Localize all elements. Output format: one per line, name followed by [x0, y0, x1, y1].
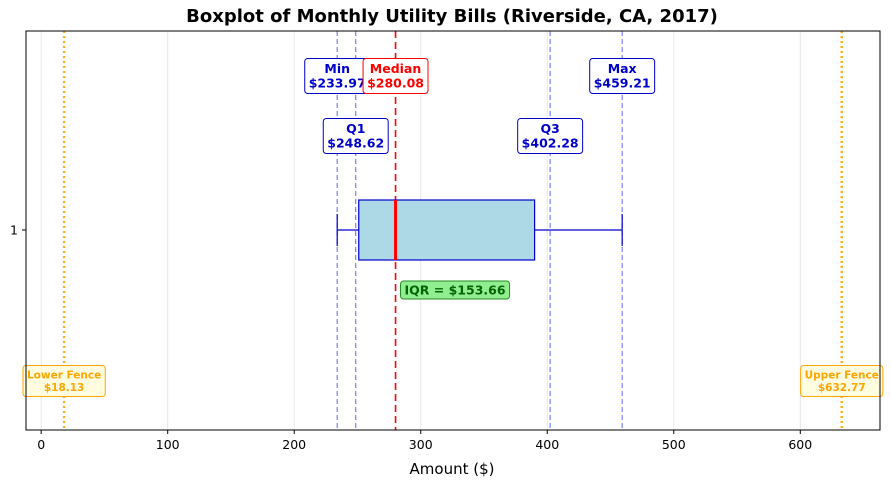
annotation-box [589, 58, 656, 94]
annotation-value: $233.97 [309, 76, 366, 91]
annotation-lower-fence: Lower Fence$18.13 [22, 365, 106, 397]
y-tick-label: 1 [10, 223, 18, 238]
annotation-value: $248.62 [327, 136, 384, 151]
box-plot [336, 199, 623, 261]
annotation-label: Q3 [540, 121, 559, 136]
annotation-min: Min$233.97 [304, 58, 371, 94]
annotation-upper-fence: Upper Fence$632.77 [800, 365, 884, 397]
iqr-label: IQR = $153.66 [405, 283, 506, 298]
annotation-label: Max [608, 61, 637, 76]
annotation-box [800, 365, 884, 397]
x-tick-label: 500 [662, 437, 686, 452]
x-tick-label: 300 [409, 437, 433, 452]
axes: 0 100 200 300 400 500 600 1 [10, 223, 812, 453]
iqr-annotation: IQR = $153.66 [400, 280, 511, 300]
x-tick-label: 400 [535, 437, 559, 452]
annotation-label: Min [324, 61, 350, 76]
annotation-label: Upper Fence [805, 369, 879, 381]
annotation-value: $632.77 [818, 382, 866, 394]
annotation-value: $280.08 [367, 76, 424, 91]
annotation-value: $459.21 [594, 76, 651, 91]
annotation-label: Lower Fence [27, 369, 101, 381]
annotations: Min$233.97Median$280.08Max$459.21Q1$248.… [22, 58, 884, 397]
annotation-median: Median$280.08 [362, 58, 429, 94]
x-axis-label: Amount ($) [410, 460, 495, 478]
iqr-box [358, 199, 536, 261]
chart-title: Boxplot of Monthly Utility Bills (Rivers… [186, 6, 718, 27]
x-tick-label: 0 [37, 437, 45, 452]
annotation-q1: Q1$248.62 [322, 118, 389, 154]
iqr-box-label [400, 280, 511, 300]
x-tick-label: 600 [788, 437, 812, 452]
x-tick-label: 100 [156, 437, 180, 452]
annotation-label: Q1 [346, 121, 365, 136]
annotation-q3: Q3$402.28 [517, 118, 584, 154]
annotation-value: $402.28 [522, 136, 579, 151]
annotation-max: Max$459.21 [589, 58, 656, 94]
x-tick-label: 200 [282, 437, 306, 452]
annotation-box [22, 365, 106, 397]
annotation-label: Median [370, 61, 421, 76]
annotation-value: $18.13 [44, 382, 85, 394]
annotation-box [362, 58, 429, 94]
annotation-box [517, 118, 584, 154]
annotation-box [322, 118, 389, 154]
